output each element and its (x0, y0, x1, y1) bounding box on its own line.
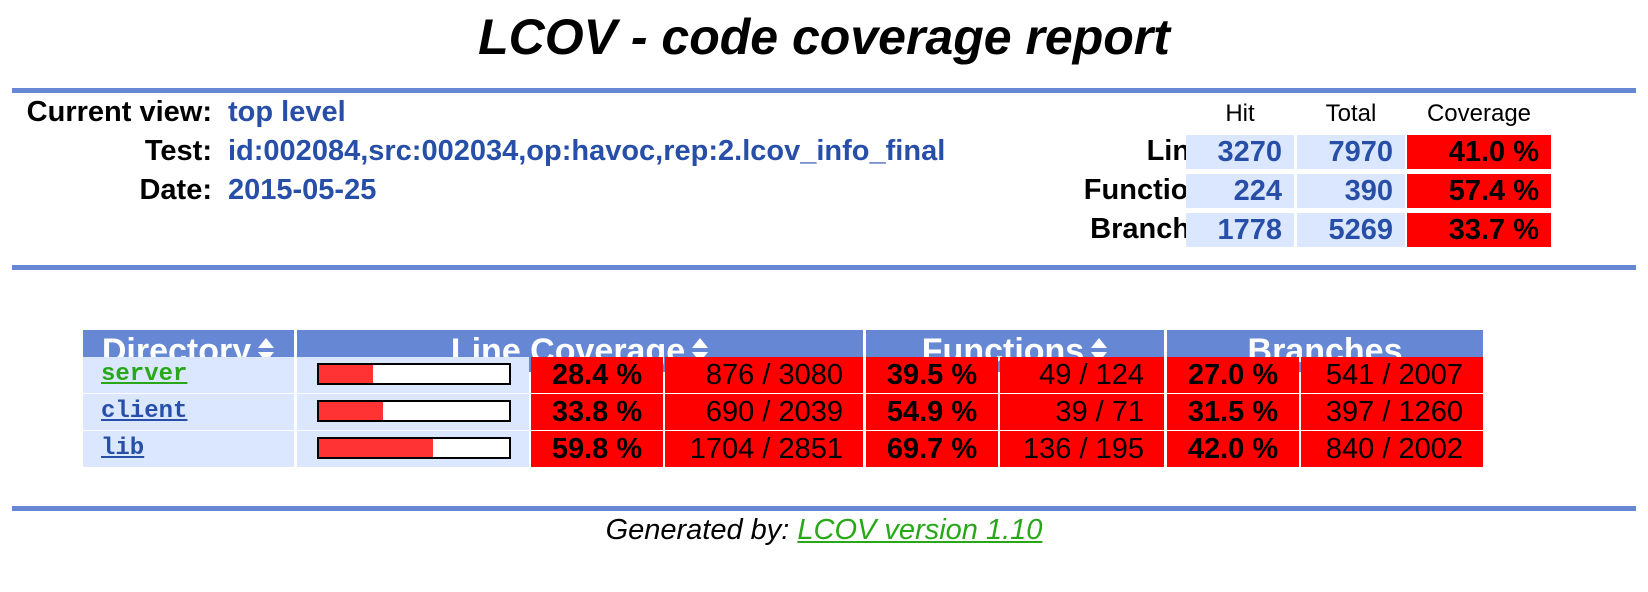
directory-link-server[interactable]: server (101, 361, 188, 388)
bottom-ruler (12, 506, 1636, 511)
summary-col-coverage: Coverage (1426, 100, 1532, 127)
summary-functions-total: 390 (1297, 174, 1405, 208)
date-value: 2015-05-25 (228, 174, 377, 206)
directory-link-lib[interactable]: lib (101, 435, 145, 462)
summary-col-total: Total (1325, 100, 1377, 127)
current-view-row: Current view: top level (0, 94, 1000, 130)
summary-branches-hit: 1778 (1186, 213, 1294, 247)
footer: Generated by: LCOV version 1.10 (0, 510, 1648, 550)
line-coverage-count: 690 / 2039 (665, 394, 863, 430)
line-coverage-count: 876 / 3080 (665, 357, 863, 393)
branch-coverage-count: 541 / 2007 (1301, 357, 1483, 393)
lcov-version-link[interactable]: LCOV version 1.10 (797, 514, 1043, 546)
footer-prefix: Generated by: (605, 514, 798, 546)
summary-lines-total: 7970 (1297, 135, 1405, 169)
current-view-value: top level (228, 96, 346, 128)
coverage-bar-fill (319, 365, 373, 383)
coverage-bar (317, 363, 511, 385)
summary-lines-coverage: 41.0 % (1407, 135, 1551, 169)
summary-functions-hit: 224 (1186, 174, 1294, 208)
middle-ruler (12, 265, 1636, 270)
coverage-bar-cell (297, 394, 529, 430)
date-row: Date: 2015-05-25 (0, 172, 1000, 208)
branch-coverage-count: 840 / 2002 (1301, 431, 1483, 467)
test-label: Test: (144, 135, 212, 167)
coverage-bar-fill (319, 402, 384, 420)
coverage-bar-cell (297, 357, 529, 393)
branch-coverage-percent: 31.5 % (1167, 394, 1299, 430)
date-label: Date: (139, 174, 212, 206)
summary-branches-coverage: 33.7 % (1407, 213, 1551, 247)
branch-coverage-percent: 42.0 % (1167, 431, 1299, 467)
coverage-bar-cell (297, 431, 529, 467)
line-coverage-percent: 28.4 % (531, 357, 663, 393)
page-title: LCOV - code coverage report (478, 9, 1170, 65)
function-coverage-percent: 39.5 % (866, 357, 998, 393)
summary-functions-coverage: 57.4 % (1407, 174, 1551, 208)
summary-branches-total: 5269 (1297, 213, 1405, 247)
table-row-name-cell: client (83, 394, 294, 430)
summary-col-hit: Hit (1225, 100, 1255, 127)
branch-coverage-percent: 27.0 % (1167, 357, 1299, 393)
function-coverage-count: 39 / 71 (1000, 394, 1164, 430)
function-coverage-percent: 69.7 % (866, 431, 998, 467)
function-coverage-count: 136 / 195 (1000, 431, 1164, 467)
test-value: id:002084,src:002034,op:havoc,rep:2.lcov… (228, 135, 946, 167)
coverage-bar (317, 437, 511, 459)
directory-link-client[interactable]: client (101, 398, 188, 425)
table-row-name-cell: lib (83, 431, 294, 467)
coverage-bar-fill (319, 439, 433, 457)
function-coverage-percent: 54.9 % (866, 394, 998, 430)
summary-lines-hit: 3270 (1186, 135, 1294, 169)
branch-coverage-count: 397 / 1260 (1301, 394, 1483, 430)
test-row: Test: id:002084,src:002034,op:havoc,rep:… (0, 133, 1000, 169)
line-coverage-percent: 59.8 % (531, 431, 663, 467)
current-view-label: Current view: (26, 96, 212, 128)
top-ruler (12, 88, 1636, 93)
table-row-name-cell: server (83, 357, 294, 393)
function-coverage-count: 49 / 124 (1000, 357, 1164, 393)
line-coverage-percent: 33.8 % (531, 394, 663, 430)
coverage-bar (317, 400, 511, 422)
line-coverage-count: 1704 / 2851 (665, 431, 863, 467)
